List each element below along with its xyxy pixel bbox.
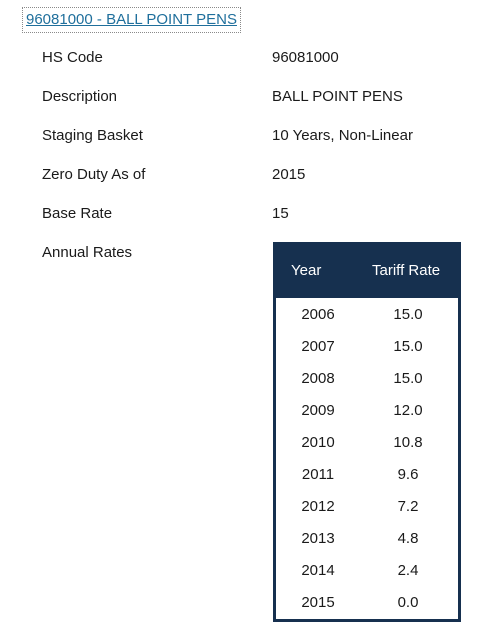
table-row: 2007 15.0 <box>276 330 458 362</box>
field-value: 15 <box>272 205 289 222</box>
rate-cell: 12.0 <box>393 402 423 419</box>
annual-rates-table: Year Tariff Rate 2006 15.0 2007 15.0 200… <box>273 242 461 622</box>
field-row-staging-basket: Staging Basket 10 Years, Non-Linear <box>42 125 462 147</box>
year-cell: 2012 <box>301 498 335 515</box>
field-row-description: Description BALL POINT PENS <box>42 86 462 108</box>
field-row-zero-duty: Zero Duty As of 2015 <box>42 164 462 186</box>
field-label: Zero Duty As of <box>42 166 146 183</box>
field-label: Description <box>42 88 118 105</box>
table-row: 2012 7.2 <box>276 490 458 522</box>
hs-code-title-link[interactable]: 96081000 - BALL POINT PENS <box>22 7 241 33</box>
field-label: HS Code <box>42 49 103 66</box>
table-row: 2013 4.8 <box>276 522 458 554</box>
table-row: 2010 10.8 <box>276 426 458 458</box>
year-cell: 2010 <box>301 434 335 451</box>
field-value: 2015 <box>272 166 306 183</box>
rate-cell: 9.6 <box>397 466 419 483</box>
field-row-base-rate: Base Rate 15 <box>42 203 462 225</box>
year-cell: 2009 <box>301 402 335 419</box>
column-header-tariff-rate: Tariff Rate <box>372 262 441 279</box>
year-cell: 2014 <box>301 562 335 579</box>
field-value: 96081000 <box>272 49 339 66</box>
year-cell: 2008 <box>301 370 335 387</box>
rate-cell: 10.8 <box>393 434 423 451</box>
rate-cell: 15.0 <box>393 370 423 387</box>
rate-cell: 15.0 <box>393 338 423 355</box>
table-row: 2008 15.0 <box>276 362 458 394</box>
table-row: 2014 2.4 <box>276 554 458 586</box>
year-cell: 2007 <box>301 338 335 355</box>
table-row: 2011 9.6 <box>276 458 458 490</box>
field-label: Annual Rates <box>42 244 133 261</box>
table-header: Year Tariff Rate <box>273 242 461 298</box>
column-header-year: Year <box>291 262 322 279</box>
rate-cell: 2.4 <box>397 562 419 579</box>
table-row: 2015 0.0 <box>276 586 458 618</box>
field-row-annual-rates: Annual Rates <box>42 242 462 264</box>
rate-cell: 7.2 <box>397 498 419 515</box>
table-row: 2006 15.0 <box>276 298 458 330</box>
rate-cell: 0.0 <box>397 594 419 611</box>
field-value: BALL POINT PENS <box>272 88 403 105</box>
year-cell: 2015 <box>301 594 335 611</box>
year-cell: 2006 <box>301 306 335 323</box>
year-cell: 2011 <box>301 466 335 483</box>
table-row: 2009 12.0 <box>276 394 458 426</box>
field-value: 10 Years, Non-Linear <box>272 127 413 144</box>
year-cell: 2013 <box>301 530 335 547</box>
rate-cell: 15.0 <box>393 306 423 323</box>
field-row-hs-code: HS Code 96081000 <box>42 47 462 69</box>
rate-cell: 4.8 <box>397 530 419 547</box>
field-label: Base Rate <box>42 205 113 222</box>
field-label: Staging Basket <box>42 127 143 144</box>
table-body: 2006 15.0 2007 15.0 2008 15.0 2009 12.0 … <box>276 298 458 619</box>
